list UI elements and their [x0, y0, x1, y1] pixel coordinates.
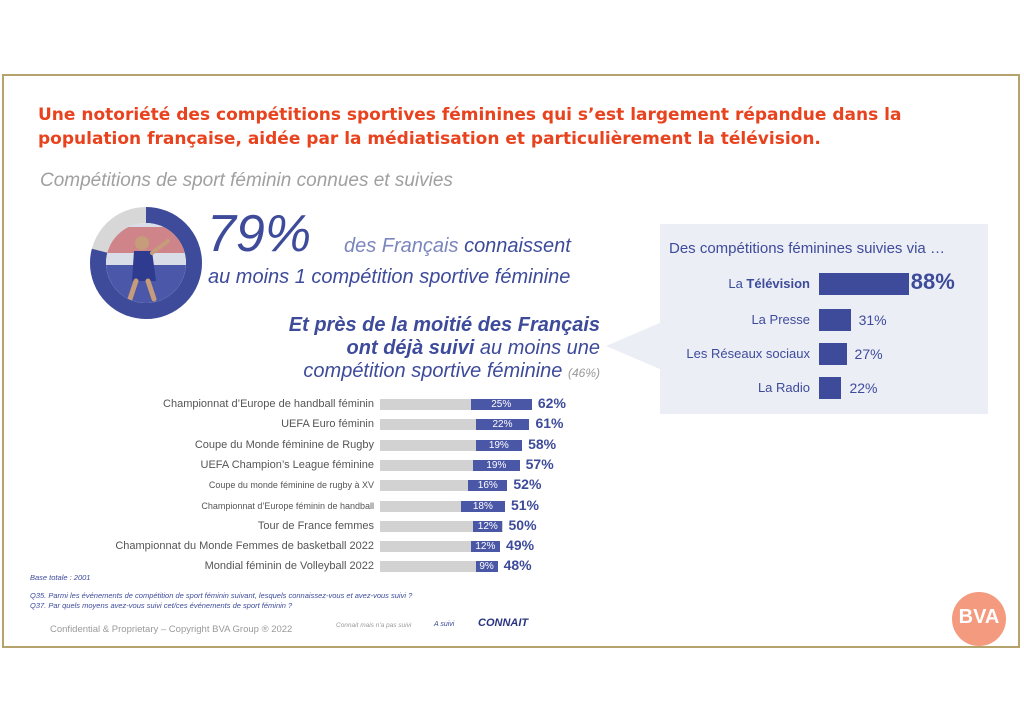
media-row: La Radio 22% [662, 377, 982, 399]
question-q35: Q35. Parmi les événements de compétition… [30, 591, 413, 600]
known-value: 52% [513, 476, 542, 493]
followed-bar: 19% [475, 439, 523, 451]
bva-logo-text: BVA [958, 606, 1000, 628]
media-label: La Presse [751, 312, 810, 327]
competition-label: Coupe du monde féminine de rugby à XV [208, 480, 374, 491]
competition-label: Championnat d’Europe de handball féminin [163, 398, 374, 410]
media-label-text: La Radio [757, 380, 810, 395]
followed-line1: Et près de la moitié des Français [288, 314, 600, 336]
known-bar [380, 419, 530, 431]
donut-known-arc [90, 207, 202, 319]
followed-bar: 22% [475, 419, 530, 431]
media-row: La Télévision 88% [662, 269, 982, 295]
competition-row: Championnat d’Europe féminin de handball… [0, 496, 600, 513]
followed-percent: (46%) [567, 366, 600, 380]
known-bar [380, 500, 505, 512]
followed-line3: compétition sportive féminine [303, 360, 563, 382]
known-value: 58% [528, 435, 557, 452]
media-label: Les Réseaux sociaux [686, 346, 810, 361]
followed-bar: 25% [470, 399, 532, 410]
known-value: 57% [525, 455, 554, 472]
followed-line2-rest: au moins une [479, 337, 600, 359]
followed-bar: 19% [473, 459, 520, 471]
legend-known: CONNAIT [478, 617, 529, 629]
known-bar [380, 480, 508, 492]
awareness-percent: 79% [207, 205, 312, 263]
base-note: Base totale : 2001 [30, 573, 91, 582]
known-value: 62% [537, 395, 566, 411]
competition-label: UEFA Champion’s League féminine [200, 458, 374, 471]
followed-bar: 16% [468, 480, 508, 492]
media-label-bold: Télévision [746, 276, 810, 291]
slide-frame [2, 74, 1020, 648]
callout-pointer [606, 322, 662, 370]
slide-subtitle: Compétitions de sport féminin connues et… [40, 170, 453, 191]
media-bar [819, 343, 847, 365]
media-row: La Presse 31% [662, 309, 982, 331]
known-bar [380, 399, 532, 410]
competition-label: Tour de France femmes [257, 519, 374, 532]
followed-bar: 18% [460, 500, 505, 512]
known-bar [380, 439, 523, 451]
competition-row: Coupe du monde féminine de rugby à XV 16%… [0, 476, 600, 493]
competition-row: Championnat d’Europe de handball féminin… [0, 395, 600, 411]
media-value: 88% [910, 269, 955, 294]
competition-row: Championnat du Monde Femmes de basketbal… [0, 537, 600, 554]
known-bar [380, 520, 503, 532]
followed-bar: 12% [470, 541, 501, 553]
media-bar [819, 377, 842, 399]
media-row: Les Réseaux sociaux 27% [662, 343, 982, 365]
awareness-text-verb: connaissent [464, 235, 571, 257]
media-label: La Télévision [728, 276, 810, 291]
competition-label: Mondial féminin de Volleyball 2022 [204, 560, 374, 573]
media-label: La Radio [758, 380, 810, 395]
known-bar [380, 561, 498, 573]
known-bar [380, 541, 501, 553]
media-label-text: Les Réseaux sociaux [686, 346, 810, 361]
bva-logo: BVA [952, 592, 1006, 646]
awareness-text-subject: des Français [344, 235, 459, 257]
question-q37: Q37. Par quels moyens avez-vous suivi ce… [30, 601, 293, 610]
competition-label: UEFA Euro féminin [281, 418, 374, 431]
competition-row: Mondial féminin de Volleyball 2022 9% 48% [0, 557, 600, 574]
competition-row: Coupe du Monde féminine de Rugby 19% 58% [0, 435, 600, 452]
legend-known-not-followed: Connait mais n'a pas suivi [336, 622, 412, 629]
competition-row: UEFA Champion’s League féminine 19% 57% [0, 455, 600, 472]
followed-bar: 12% [473, 520, 503, 532]
copyright-notice: Confidential & Proprietary – Copyright B… [50, 624, 293, 635]
media-bar [819, 273, 909, 295]
known-value: 50% [508, 516, 537, 533]
media-label-text: La Presse [751, 312, 810, 327]
media-value: 22% [849, 380, 878, 396]
known-bar [380, 459, 520, 471]
awareness-text-line2: au moins 1 compétition sportive féminine [208, 266, 571, 288]
followed-statement: Et près de la moitié des Français ont dé… [289, 314, 600, 385]
known-value: 51% [510, 496, 539, 513]
media-bar [819, 309, 851, 331]
slide-title: Une notoriété des compétitions sportives… [38, 105, 902, 149]
competition-label: Championnat d’Europe féminin de handball [201, 500, 374, 511]
media-value: 27% [854, 346, 883, 362]
awareness-donut [90, 207, 202, 319]
media-label-text: La [728, 276, 747, 291]
competition-row: Tour de France femmes 12% 50% [0, 516, 600, 533]
known-value: 48% [503, 557, 532, 574]
awareness-text-line1: des Français connaissent [344, 235, 571, 258]
known-value: 61% [535, 415, 564, 432]
media-callout-title: Des compétitions féminines suivies via … [669, 240, 945, 257]
media-value: 31% [858, 312, 887, 328]
competition-row: UEFA Euro féminin 22% 61% [0, 415, 600, 432]
legend-followed: A suivi [434, 621, 455, 628]
followed-line2-bold: ont déjà suivi [346, 337, 475, 359]
known-value: 49% [506, 537, 535, 554]
competition-label: Coupe du Monde féminine de Rugby [194, 438, 374, 451]
followed-bar: 9% [475, 561, 498, 573]
competition-label: Championnat du Monde Femmes de basketbal… [115, 540, 374, 553]
